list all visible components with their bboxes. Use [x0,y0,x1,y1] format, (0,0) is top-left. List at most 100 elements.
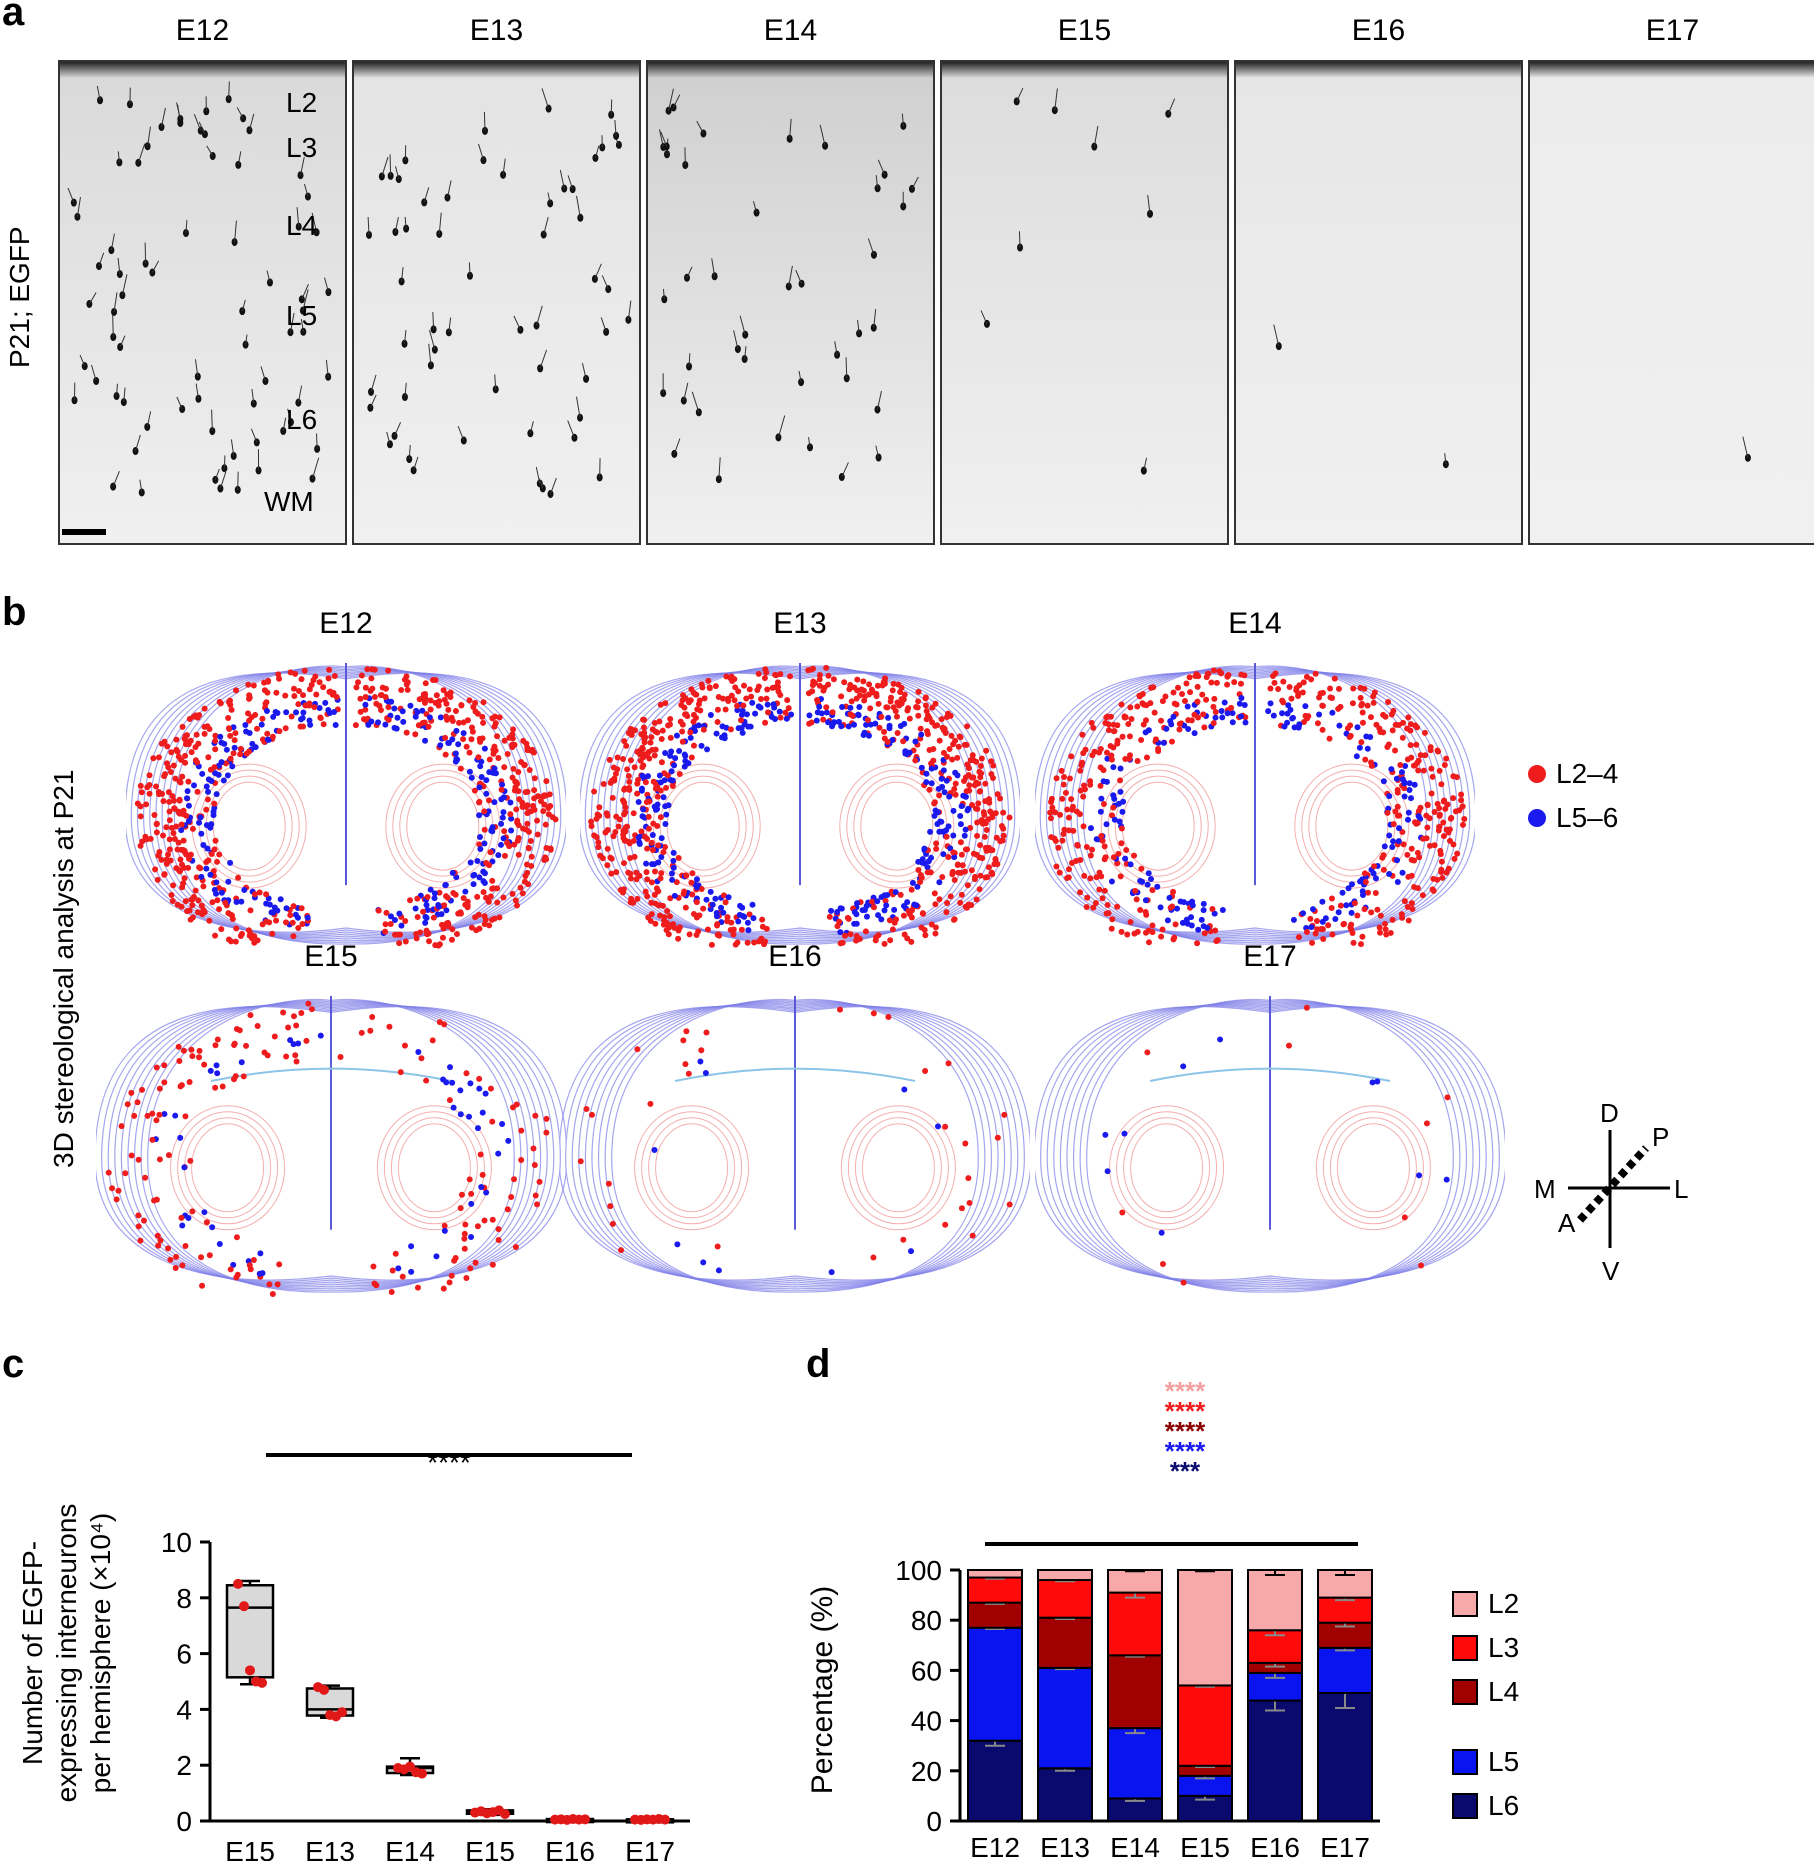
interneuron-dot [1387,929,1394,936]
interneuron-dot [637,751,644,758]
interneuron-dot [674,1241,681,1248]
interneuron-dot [1401,1214,1408,1221]
interneuron-dot [306,700,313,707]
interneuron-dot [303,1037,310,1044]
interneuron-dot [1267,700,1274,707]
interneuron-dot [1458,797,1465,804]
interneuron-dot [182,752,189,759]
interneuron-dot [185,802,192,809]
interneuron-dot [1380,866,1387,873]
interneuron-dot [1212,927,1219,934]
interneuron-dot [725,697,732,704]
interneuron-dot [1411,857,1418,864]
micrograph-stage-label: E15 [1057,14,1112,47]
neuron-soma [295,222,302,231]
interneuron-dot [467,859,474,866]
interneuron-dot [214,1070,221,1077]
interneuron-dot [1351,900,1358,907]
micrograph-stage-label: E13 [469,14,524,47]
interneuron-dot [966,1199,973,1206]
interneuron-dot [362,706,369,713]
interneuron-dot [168,749,175,756]
interneuron-dot [462,1221,469,1228]
interneuron-dot [362,693,369,700]
interneuron-dot [176,1057,183,1064]
interneuron-dot [613,869,620,876]
interneuron-dot [212,1084,219,1091]
interneuron-dot [1093,836,1100,843]
interneuron-dot [486,756,493,763]
interneuron-dot [485,808,492,815]
interneuron-dot [235,874,242,881]
interneuron-dot [1339,889,1346,896]
interneuron-dot [153,829,160,836]
interneuron-dot [669,783,676,790]
interneuron-dot [177,1134,184,1141]
interneuron-dot [481,840,488,847]
interneuron-dot [1047,809,1054,816]
interneuron-dot [1083,903,1090,910]
neuron-process [494,374,497,390]
interneuron-dot [1438,866,1445,873]
interneuron-dot [1172,921,1179,928]
interneuron-dot [856,703,863,710]
interneuron-dot [308,1006,315,1013]
interneuron-dot [1103,821,1110,828]
interneuron-dot [878,916,885,923]
interneuron-dot [693,884,700,891]
interneuron-dot [1439,874,1446,881]
interneuron-dot [625,773,632,780]
interneuron-dot [1114,860,1121,867]
interneuron-dot [961,741,968,748]
panel-c-x-tick-label: E16 [545,1836,595,1861]
neuron-process [367,217,370,235]
interneuron-dot [1110,804,1117,811]
neuron-process [112,315,114,338]
neuron-process [1016,87,1024,102]
striatum-contour [1329,1117,1417,1219]
interneuron-dot [901,903,908,910]
interneuron-dot [368,675,375,682]
interneuron-dot [233,1234,240,1241]
interneuron-dot [1131,852,1138,859]
interneuron-dot [358,672,365,679]
interneuron-dot [454,756,461,763]
interneuron-dot [307,721,314,728]
interneuron-dot [848,698,855,705]
interneuron-dot [698,1047,705,1054]
interneuron-dot [536,1178,543,1185]
interneuron-dot [764,701,771,708]
interneuron-dot [404,679,411,686]
neuron-process [1147,194,1151,214]
interneuron-dot [277,896,284,903]
interneuron-dot [1357,684,1364,691]
interneuron-dot [911,901,918,908]
interneuron-dot [958,851,965,858]
interneuron-dot [147,835,154,842]
interneuron-dot [495,754,502,761]
interneuron-dot [245,710,252,717]
neuron-process [594,263,602,280]
interneuron-dot [922,694,929,701]
interneuron-dot [883,902,890,909]
neuron-process [798,370,802,383]
neuron-process [137,143,146,164]
interneuron-dot [212,1042,219,1049]
interneuron-dot [513,1101,520,1108]
interneuron-dot [651,803,658,810]
interneuron-dot [198,873,205,880]
interneuron-dot [854,900,861,907]
interneuron-dot [1068,796,1075,803]
interneuron-dot [657,787,664,794]
interneuron-dot [442,751,449,758]
interneuron-dot [694,706,701,713]
neuron-process [658,129,664,148]
interneuron-dot [295,925,302,932]
interneuron-dot [1399,734,1406,741]
interneuron-dot [176,797,183,804]
interneuron-dot [1417,804,1424,811]
interneuron-dot [1126,755,1133,762]
interneuron-dot [591,832,598,839]
interneuron-dot [394,714,401,721]
